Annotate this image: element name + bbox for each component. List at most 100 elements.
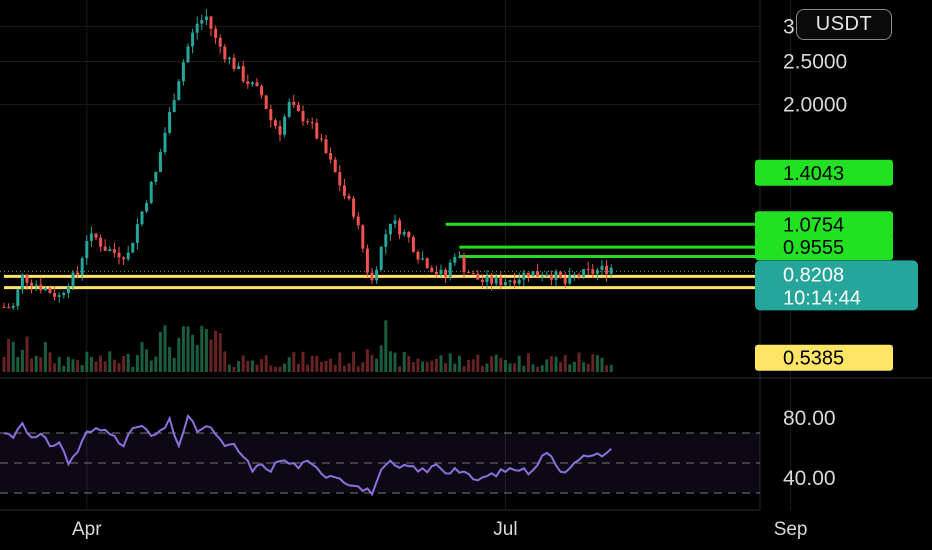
candle-body <box>609 267 613 274</box>
candle-body <box>135 224 139 243</box>
candle-body <box>416 251 420 260</box>
volume-bar <box>595 355 599 372</box>
candle-body <box>163 132 167 152</box>
volume-bar <box>439 355 443 372</box>
volume-bar <box>517 355 521 372</box>
candle-body <box>117 252 121 258</box>
volume-bar <box>76 360 80 372</box>
candle-body <box>223 46 227 60</box>
candle-body <box>324 139 328 154</box>
candle-body <box>379 246 383 270</box>
candle-body <box>306 121 310 123</box>
volume-bar <box>467 359 471 372</box>
volume-bar <box>361 362 365 372</box>
volume-bar <box>48 352 52 372</box>
candle-body <box>402 232 406 235</box>
volume-bar <box>232 366 236 372</box>
volume-bar <box>453 363 457 372</box>
volume-bar <box>370 354 374 372</box>
candle-body <box>531 271 535 277</box>
volume-bar <box>195 344 199 372</box>
volume-bar <box>140 342 144 372</box>
candle-body <box>480 279 484 283</box>
candle-body <box>11 306 15 308</box>
candle-body <box>310 122 314 124</box>
volume-bar <box>2 356 6 372</box>
candle-body <box>255 82 259 87</box>
volume-bar <box>559 361 563 372</box>
candle-body <box>80 258 84 275</box>
candle-body <box>108 249 112 251</box>
candle-body <box>333 159 337 173</box>
candle-body <box>513 280 517 284</box>
candle-body <box>273 120 277 127</box>
price-axis[interactable]: 3 2.5000 2.0000 <box>783 15 847 116</box>
candle-body <box>250 82 254 85</box>
volume-bar <box>591 354 595 372</box>
volume-bar <box>264 355 268 372</box>
candle-body <box>407 232 411 238</box>
rsi-pane <box>0 413 760 497</box>
candle-body <box>200 20 204 24</box>
candle-body <box>48 288 52 293</box>
volume-bar <box>39 357 43 372</box>
candle-body <box>283 116 287 135</box>
volume-bar <box>85 351 89 372</box>
volume-bar <box>605 365 609 372</box>
volume-bar <box>563 354 567 372</box>
time-tick-label: Jul <box>493 519 517 540</box>
candle-body <box>218 37 222 47</box>
candle-body <box>365 248 369 273</box>
volume-bar <box>365 349 369 372</box>
volume-bar <box>499 357 503 372</box>
volume-bar <box>20 349 24 372</box>
volume-bar <box>126 353 130 372</box>
time-tick-label: Apr <box>72 519 102 540</box>
volume-bar <box>149 360 153 372</box>
last-price-value: 0.8208 <box>783 264 844 286</box>
candle-body <box>145 202 149 212</box>
volume-bar <box>154 356 158 372</box>
candle-body <box>186 46 190 63</box>
candle-body <box>393 220 397 224</box>
volume-bar <box>549 356 553 372</box>
volume-bar <box>375 358 379 372</box>
candle-body <box>517 279 521 284</box>
last-price-tag-bg <box>755 260 918 311</box>
rsi-line <box>3 413 612 497</box>
volume-bar <box>94 361 98 372</box>
horizontal-levels[interactable] <box>0 222 760 290</box>
candle-body <box>605 265 609 274</box>
volume-bar <box>352 351 356 372</box>
candle-body <box>131 242 135 253</box>
volume-bar <box>53 363 57 372</box>
candle-body <box>430 267 434 272</box>
candle-body <box>591 269 595 274</box>
currency-selector[interactable]: USDT <box>796 9 892 40</box>
volume-bar <box>508 363 512 372</box>
rsi-axis: 80.00 40.00 <box>783 407 836 490</box>
volume-bar <box>200 325 204 372</box>
volume-bar <box>568 364 572 372</box>
candle-body <box>172 100 176 112</box>
candle-body <box>347 195 351 199</box>
candle-body <box>439 269 443 275</box>
candle-body <box>53 292 57 297</box>
candle-body <box>76 272 80 275</box>
price-tag-bg <box>755 211 893 238</box>
price-tick-label: 2.5000 <box>783 51 847 74</box>
volume-bar <box>269 365 273 372</box>
time-axis[interactable]: Apr Jul Sep <box>72 519 807 540</box>
candle-body <box>89 233 93 241</box>
volume-bar <box>16 357 20 372</box>
candle-body <box>43 288 47 291</box>
volume-bar <box>218 333 222 372</box>
candle-body <box>177 81 181 101</box>
volume-bar <box>411 361 415 372</box>
volume-bar <box>241 355 245 372</box>
volume-bar <box>7 338 11 372</box>
volume-bar <box>526 353 530 372</box>
volume-bar <box>540 365 544 372</box>
candle-body <box>425 258 429 268</box>
